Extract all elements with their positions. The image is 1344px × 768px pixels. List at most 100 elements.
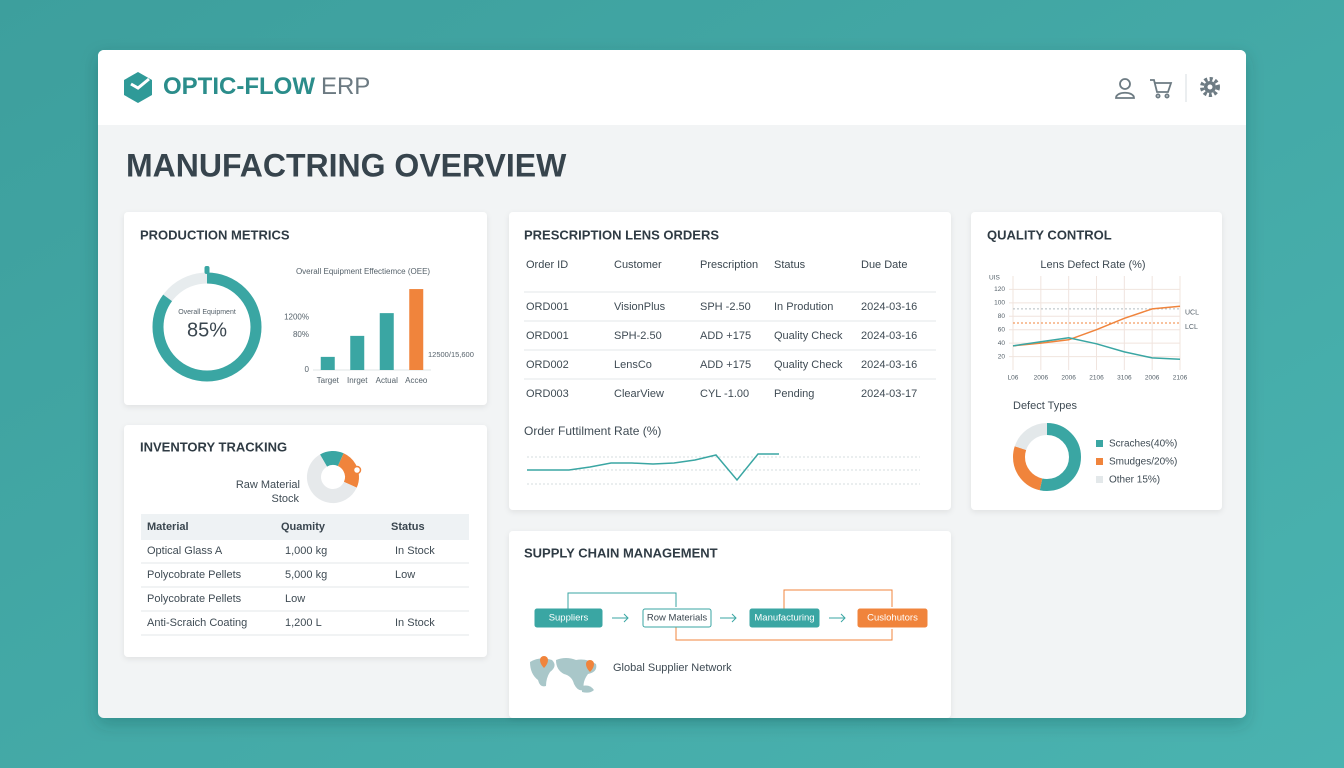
network-label: Global Supplier Network [613,662,732,674]
bar [320,356,335,370]
table-cell: LensCo [614,359,652,371]
settings-icon[interactable] [1200,77,1220,97]
flow-node [642,608,712,628]
table-header: Customer [614,259,662,271]
brand-suffix: ERP [321,73,370,100]
y-tick-label: 80% [293,330,309,339]
bar [379,313,394,370]
stock-marker [352,465,362,475]
legend-label: Scraches(40%) [1109,439,1177,450]
table-cell: Low [285,593,305,605]
legend-swatch [1096,476,1103,483]
user-icon[interactable] [1115,78,1135,99]
bar [350,335,365,370]
line-series [1012,337,1181,361]
table-cell: ORD003 [526,388,569,400]
table-cell: In Prodution [774,301,833,313]
flow-node [534,608,603,628]
x-tick-label: 3106 [1117,375,1132,382]
cart-icon[interactable] [1150,79,1173,99]
brand-name: OPTIC-FLOW [163,73,315,100]
table-cell: 2024-03-16 [861,359,917,371]
gauge-value: 85% [187,319,227,341]
gauge-arc [152,272,262,382]
y-axis-label: UIS [989,275,1001,282]
table-cell: 1,200 L [285,617,322,629]
card-title: PRODUCTION METRICS [140,227,290,242]
x-tick-label: Acceo [405,376,428,385]
y-tick-label: 100 [994,300,1005,307]
donut-segment [307,451,359,503]
y-tick-label: 0 [305,365,310,374]
table-cell: In Stock [395,617,435,629]
legend-label: Other 15%) [1109,475,1160,486]
table-header: Order ID [526,259,568,271]
table-header: Status [774,259,806,271]
card-title: QUALITY CONTROL [987,227,1112,242]
inventory-card [124,425,487,657]
table-header-bg [141,514,469,540]
flow-node-label: Row Materials [647,613,707,624]
orders-card [509,212,951,510]
table-cell: In Stock [395,545,435,557]
table-cell: 2024-03-16 [861,301,917,313]
app-header [98,50,1246,125]
flow-node-label: Suppliers [549,613,589,624]
line-series [1012,305,1181,347]
flow-node [857,608,928,628]
x-tick-label: 2006 [1034,375,1049,382]
flow-node-label: Manufacturing [754,613,814,624]
x-tick-label: Actual [376,376,398,385]
line-series [527,453,779,482]
table-cell: ORD001 [526,330,569,342]
y-tick-label: 20 [998,353,1006,360]
flow-connectors [567,589,893,641]
table-header: Prescription [700,259,758,271]
annotation: 12500/15,600 [428,350,474,359]
bar [409,289,424,370]
chart-title: Overall Equipment Effectiemce (OEE) [296,267,430,276]
table-cell: SPH -2.50 [700,301,751,313]
chart-title: Lens Defect Rate (%) [1040,259,1145,271]
production-card [124,212,487,405]
table-cell: 2024-03-17 [861,388,917,400]
x-tick-label: 2106 [1173,375,1188,382]
stock-label: Stock [271,493,299,505]
chart-title: Order Futtilment Rate (%) [524,424,661,438]
table-cell: ADD +175 [700,330,751,342]
table-cell: Anti-Scraich Coating [147,617,247,629]
table-cell: Optical Glass A [147,545,223,557]
x-tick-label: Target [317,376,340,385]
table-cell: Quality Check [774,359,843,371]
table-header: Quamity [281,521,326,533]
donut-segment [1013,423,1081,491]
card-title: INVENTORY TRACKING [140,439,287,454]
table-cell: SPH-2.50 [614,330,662,342]
legend-swatch [1096,458,1103,465]
table-header: Status [391,521,425,533]
map-icon [530,656,597,693]
gauge-label: Overall Equipment [178,309,236,316]
y-tick-label: 1200% [284,313,309,322]
table-cell: ORD001 [526,301,569,313]
table-cell: 1,000 kg [285,545,327,557]
legend-label: Smudges/20%) [1109,457,1177,468]
table-cell: VisionPlus [614,301,666,313]
reference-label: UCL [1185,310,1199,317]
table-cell: CYL -1.00 [700,388,749,400]
page-title: MANUFACTRING OVERVIEW [126,147,567,183]
flow-node [749,608,820,628]
table-cell: Pending [774,388,814,400]
table-cell: ADD +175 [700,359,751,371]
table-cell: Polycobrate Pellets [147,569,242,581]
x-tick-label: 2006 [1061,375,1076,382]
x-tick-label: L06 [1008,375,1019,382]
x-tick-label: 2006 [1145,375,1160,382]
x-tick-label: 2106 [1089,375,1104,382]
y-tick-label: 120 [994,286,1005,293]
table-cell: Quality Check [774,330,843,342]
gauge-knob [204,266,210,274]
y-tick-label: 40 [998,340,1006,347]
